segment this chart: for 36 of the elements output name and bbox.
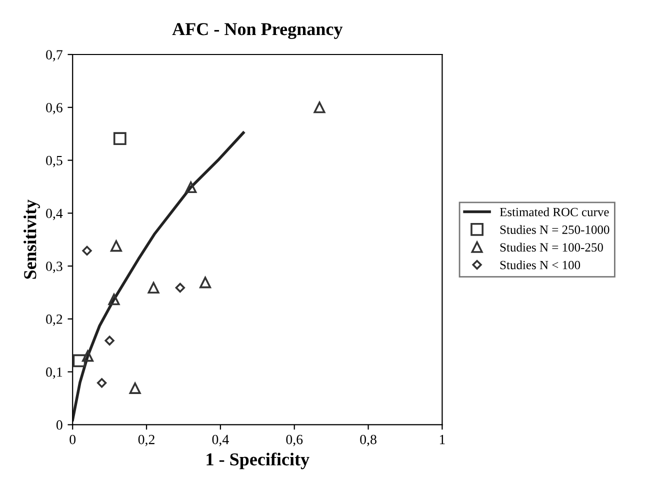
y-tick-label: 0,4 [46,208,63,220]
y-tick-label: 0,5 [46,156,62,168]
y-tick-label: 0,3 [46,262,62,274]
point [82,246,92,256]
legend-label: Estimated ROC curve [500,207,609,216]
x-tick-label: 0,2 [138,434,154,446]
y-axis-title: Sensitivity [24,200,40,279]
point [200,276,212,288]
point [104,336,114,346]
legend-label: Studies N = 250-1000 [500,225,610,234]
legend-label: Studies N = 100-250 [500,242,603,252]
y-tick-label: 0,1 [46,367,62,379]
x-tick-label: 0,4 [212,434,229,446]
y-tick-label: 0 [56,420,62,430]
chart-title: AFC - Non Pregnancy [172,23,343,40]
x-tick-label: 0 [70,434,76,444]
x-axis-title: 1 - Specificity [206,452,310,470]
point [129,382,141,394]
legend-label: Studies N < 100 [500,260,580,270]
point [175,282,185,293]
line-series [72,131,245,422]
point [72,354,86,368]
y-tick-label: 0,7 [46,50,62,62]
point [96,378,107,388]
point [185,181,197,194]
y-tick-label: 0,2 [46,314,62,326]
x-tick-label: 0,8 [360,434,376,446]
point [314,102,326,114]
point [148,282,160,294]
y-tick-label: 0,6 [46,102,62,114]
x-tick-label: 0,6 [286,434,303,446]
point [113,132,126,146]
point [110,240,122,252]
point [108,294,120,306]
point [82,350,94,362]
x-tick-label: 1 [440,434,445,444]
